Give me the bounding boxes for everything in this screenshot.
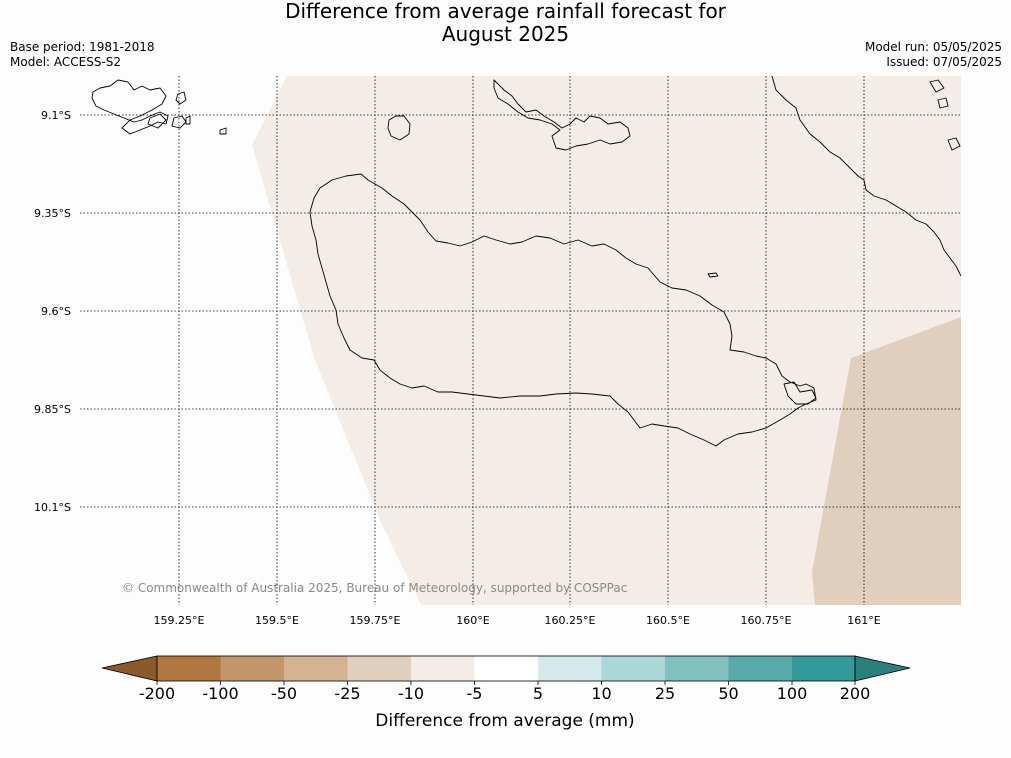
russell-islet-5 [185, 115, 191, 125]
lon-label: 160.5°E [646, 614, 690, 627]
lon-label: 160.25°E [545, 614, 596, 627]
small-island [707, 272, 719, 278]
colorbar-title: Difference from average (mm) [375, 711, 634, 731]
russell-islet-1 [171, 115, 187, 129]
lon-label: 159.25°E [154, 614, 205, 627]
guadalcanal-coastline [309, 173, 817, 447]
savo-island [387, 115, 411, 141]
russell-islands [91, 79, 169, 135]
title-line-1: Difference from average rainfall forecas… [285, 0, 726, 23]
gridlines [80, 76, 961, 605]
map-title: Difference from average rainfall forecas… [0, 0, 1011, 46]
lon-label: 160°E [456, 614, 489, 627]
russell-islet-4 [219, 127, 227, 135]
model-name-text: Model: ACCESS-S2 [10, 55, 122, 69]
russell-islet-2 [147, 113, 167, 129]
colorbar-tick-label: -25 [334, 684, 360, 703]
lon-label: 161°E [847, 614, 880, 627]
colorbar-segment [601, 656, 665, 681]
lat-label: 9.6°S [41, 305, 71, 318]
model-info: Base period: 1981-2018 Model: ACCESS-S2 [10, 40, 155, 70]
colorbar-high-extension [854, 655, 911, 682]
base-period-text: Base period: 1981-2018 [10, 40, 155, 54]
lat-label: 9.85°S [34, 403, 71, 416]
colorbar-segment [284, 656, 348, 681]
model-run-text: Model run: 05/05/2025 [864, 40, 1002, 54]
lon-label: 159.5°E [255, 614, 299, 627]
colorbar-legend: -200 -100 -50 -25 -10 -5 5 10 25 50 100 … [101, 655, 911, 731]
colorbar-segment [474, 656, 538, 681]
malaita-north-islets [929, 79, 961, 151]
colorbar-segment [728, 656, 792, 681]
colorbar-tick-label: 200 [840, 684, 871, 703]
malaita-coastline [771, 76, 961, 277]
lon-label: 160.75°E [741, 614, 792, 627]
florida-islands [493, 79, 631, 151]
colorbar [101, 655, 911, 682]
run-info: Model run: 05/05/2025 Issued: 07/05/2025 [865, 40, 1002, 70]
colorbar-tick-label: -5 [467, 684, 483, 703]
colorbar-segment [157, 656, 221, 681]
colorbar-tick-label: 10 [591, 684, 611, 703]
colorbar-tick-label: -200 [139, 684, 175, 703]
colorbar-segment [792, 656, 855, 681]
colorbar-tick-label: 25 [655, 684, 675, 703]
title-line-2: August 2025 [441, 22, 570, 46]
colorbar-ticks [156, 681, 856, 685]
colorbar-segment [220, 656, 284, 681]
map-canvas: 9.1°S 9.35°S 9.6°S 9.85°S 10.1°S 159.25°… [34, 76, 961, 627]
colorbar-tick-label: -100 [202, 684, 238, 703]
copyright-text: © Commonwealth of Australia 2025, Bureau… [122, 581, 627, 595]
issued-text: Issued: 07/05/2025 [886, 55, 1002, 69]
colorbar-tick-labels: -200 -100 -50 -25 -10 -5 5 10 25 50 100 … [139, 684, 870, 703]
russell-islet-3 [175, 91, 187, 105]
colorbar-segment [538, 656, 602, 681]
colorbar-segment [347, 656, 411, 681]
forecast-band-minus10-minus5 [252, 76, 961, 605]
colorbar-tick-label: 5 [533, 684, 543, 703]
colorbar-outline [156, 655, 856, 682]
lon-label: 159.75°E [350, 614, 401, 627]
colorbar-tick-label: -10 [398, 684, 424, 703]
coastlines [91, 76, 961, 447]
colorbar-tick-label: 50 [718, 684, 738, 703]
small-islet-east [783, 381, 817, 405]
colorbar-tick-label: 100 [777, 684, 808, 703]
lat-label: 9.35°S [34, 207, 71, 220]
lat-label: 10.1°S [34, 501, 71, 514]
forecast-band-minus25-minus10 [812, 317, 961, 605]
map-plot-area [80, 76, 961, 605]
colorbar-low-extension [101, 655, 158, 682]
colorbar-segment [665, 656, 729, 681]
lat-label: 9.1°S [41, 109, 71, 122]
latitude-labels: 9.1°S 9.35°S 9.6°S 9.85°S 10.1°S [34, 109, 71, 514]
longitude-labels: 159.25°E 159.5°E 159.75°E 160°E 160.25°E… [154, 614, 881, 627]
colorbar-tick-label: -50 [271, 684, 297, 703]
colorbar-segment [411, 656, 475, 681]
